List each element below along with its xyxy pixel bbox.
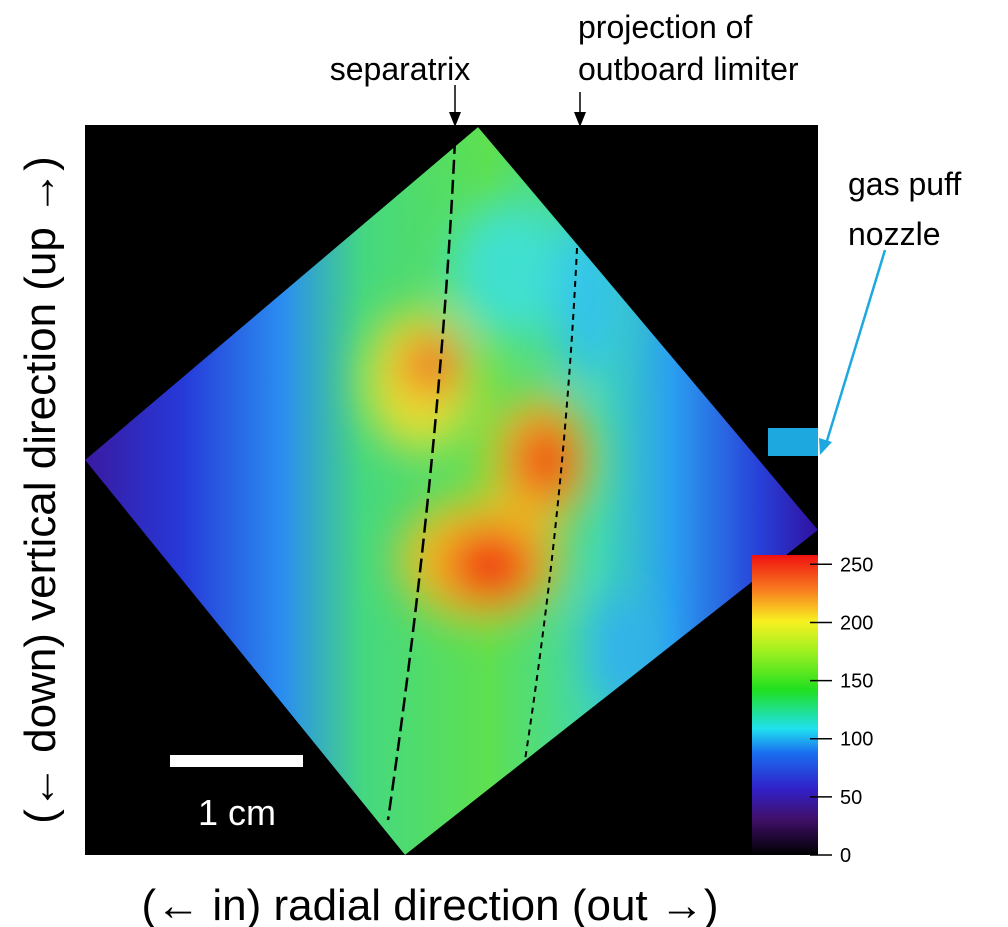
scale-label: 1 cm	[198, 792, 276, 833]
limiter-label: outboard limiter	[578, 51, 799, 87]
limiter-label: projection of	[578, 9, 752, 45]
nozzle-label: gas puff	[848, 166, 961, 202]
arrowhead	[574, 112, 586, 127]
camera-image	[85, 127, 818, 855]
colorbar	[752, 555, 818, 855]
arrowhead	[449, 112, 461, 127]
nozzle-arrow	[824, 249, 887, 445]
separatrix-line	[386, 139, 457, 821]
colorbar-tick-label: 150	[840, 671, 873, 693]
colorbar-ticks: 0 50 100 150 200 250	[810, 554, 873, 867]
colorbar-tick-label: 100	[840, 729, 873, 751]
colorbar-tick-label: 200	[840, 612, 873, 634]
scale-bar	[170, 755, 303, 767]
x-axis-label: (← in) radial direction (out →)	[141, 881, 718, 927]
nozzle-label: nozzle	[848, 216, 941, 252]
arrowhead	[819, 438, 832, 455]
y-axis-label: (← down) vertical direction (up →)	[16, 156, 65, 824]
colorbar-tick-label: 50	[840, 787, 862, 809]
limiter-line	[524, 247, 578, 761]
separatrix-label: separatrix	[330, 51, 471, 87]
nozzle-marker	[768, 428, 818, 456]
colorbar-tick-label: 250	[840, 554, 873, 576]
colorbar-tick-label: 0	[840, 845, 851, 867]
